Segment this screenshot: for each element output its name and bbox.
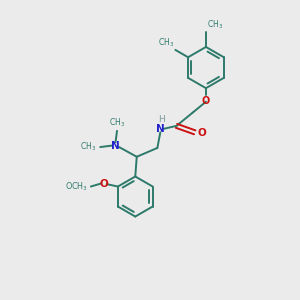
Text: OCH$_3$: OCH$_3$ bbox=[65, 180, 88, 193]
Text: N: N bbox=[111, 141, 120, 151]
Text: CH$_3$: CH$_3$ bbox=[207, 19, 224, 31]
Text: H: H bbox=[158, 116, 165, 124]
Text: CH$_3$: CH$_3$ bbox=[158, 36, 175, 49]
Text: O: O bbox=[99, 178, 108, 189]
Text: O: O bbox=[202, 96, 210, 106]
Text: N: N bbox=[156, 124, 165, 134]
Text: CH$_3$: CH$_3$ bbox=[109, 116, 125, 128]
Text: O: O bbox=[198, 128, 206, 138]
Text: CH$_3$: CH$_3$ bbox=[80, 141, 96, 153]
